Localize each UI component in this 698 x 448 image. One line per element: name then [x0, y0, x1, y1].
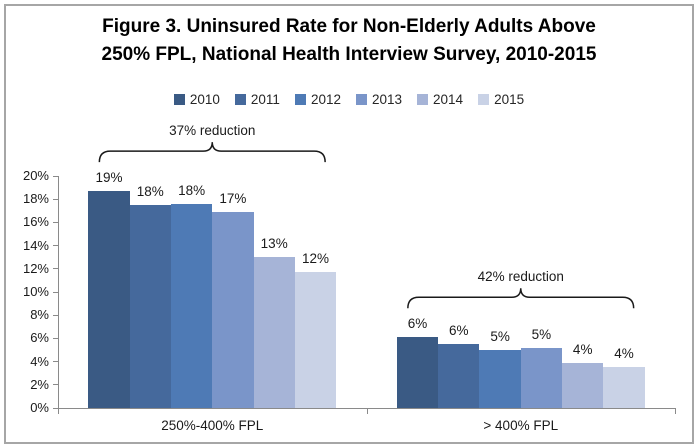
legend-swatch-icon: [478, 94, 490, 105]
bar-value-label: 17%: [219, 190, 247, 206]
bar-2014-category-0: [253, 257, 295, 408]
bar-value-label: 18%: [178, 182, 206, 198]
y-axis-tick-label: 6%: [30, 330, 49, 346]
y-axis-tick: [53, 407, 58, 409]
bar-value-label: 19%: [95, 170, 123, 186]
y-axis-tick: [53, 291, 58, 293]
bar-2013-category-0: [212, 211, 254, 408]
y-axis-tick-label: 0%: [30, 400, 49, 415]
y-axis-tick-label: 16%: [22, 214, 49, 230]
bar-2012-category-0: [170, 203, 213, 408]
legend-swatch-icon: [355, 94, 367, 105]
y-axis-tick: [53, 198, 58, 200]
y-axis-tick: [53, 337, 58, 339]
legend-swatch-icon: [417, 94, 429, 105]
legend-item-2013: 2013: [355, 92, 403, 107]
legend-item-2012: 2012: [294, 92, 341, 107]
legend-swatch-icon: [234, 94, 246, 105]
annotation-text-0: 37% reduction: [169, 123, 256, 139]
y-axis-tick: [53, 361, 58, 363]
chart-title: Figure 3. Uninsured Rate for Non-Elderly…: [0, 13, 698, 69]
bar-value-label: 6%: [449, 323, 469, 339]
legend-item-2010: 2010: [173, 92, 220, 107]
y-axis-tick-label: 8%: [30, 307, 49, 323]
legend-item-2014: 2014: [417, 92, 463, 107]
legend-label: 2011: [250, 92, 280, 107]
y-axis-tick: [53, 384, 58, 386]
legend-label: 2010: [189, 92, 220, 107]
chart-title-line-2: 250% FPL, National Health Interview Surv…: [101, 44, 597, 65]
bar-value-label: 12%: [301, 251, 330, 267]
annotation-text-1: 42% reduction: [477, 269, 564, 285]
reduction-bracket-0: [98, 142, 326, 163]
y-axis-tick: [53, 268, 58, 270]
x-axis-category-label: 250%-400% FPL: [161, 418, 264, 433]
bar-value-label: 13%: [260, 236, 288, 252]
legend-item-2015: 2015: [478, 92, 524, 107]
bar-2012-category-1: [479, 350, 521, 408]
bar-value-label: 6%: [407, 316, 428, 332]
legend-label: 2014: [433, 92, 464, 107]
y-axis-tick-label: 4%: [30, 353, 49, 369]
bar-value-label: 4%: [614, 346, 634, 362]
y-axis-tick-label: 2%: [30, 376, 49, 392]
legend-swatch-icon: [173, 94, 185, 105]
bar-2015-category-0: [294, 272, 337, 408]
bar-2011-category-0: [129, 205, 171, 408]
x-axis-tick: [366, 408, 368, 414]
y-axis-tick: [53, 221, 58, 223]
y-axis-tick: [53, 175, 58, 177]
bar-2011-category-1: [438, 344, 480, 408]
chart-title-line-1: Figure 3. Uninsured Rate for Non-Elderly…: [102, 16, 596, 37]
bar-2013-category-1: [520, 347, 563, 408]
x-axis-tick: [58, 408, 59, 414]
y-axis-tick-label: 12%: [22, 260, 49, 276]
y-axis-tick-label: 10%: [22, 284, 49, 299]
legend-label: 2012: [310, 92, 341, 107]
chart-legend: 2010 2011 2012 2013 2014 2015: [0, 92, 698, 107]
y-axis-tick: [53, 314, 58, 316]
bar-value-label: 5%: [531, 326, 552, 342]
x-axis-category-label: > 400% FPL: [483, 418, 559, 433]
legend-item-2011: 2011: [234, 92, 280, 107]
bar-2014-category-1: [562, 362, 604, 408]
legend-swatch-icon: [294, 94, 306, 105]
bar-value-label: 4%: [572, 341, 593, 357]
x-axis-tick: [675, 408, 676, 414]
y-axis-tick-label: 14%: [22, 237, 49, 253]
y-axis-tick: [53, 245, 58, 247]
bar-value-label: 5%: [490, 329, 510, 344]
bar-2010-category-1: [396, 337, 439, 408]
legend-label: 2015: [494, 92, 525, 107]
y-axis-tick-label: 20%: [22, 168, 49, 183]
bar-2010-category-0: [88, 191, 130, 408]
bar-2015-category-1: [603, 367, 645, 408]
bar-value-label: 18%: [136, 184, 164, 199]
legend-label: 2013: [371, 92, 403, 107]
y-axis-tick-label: 18%: [22, 191, 49, 207]
